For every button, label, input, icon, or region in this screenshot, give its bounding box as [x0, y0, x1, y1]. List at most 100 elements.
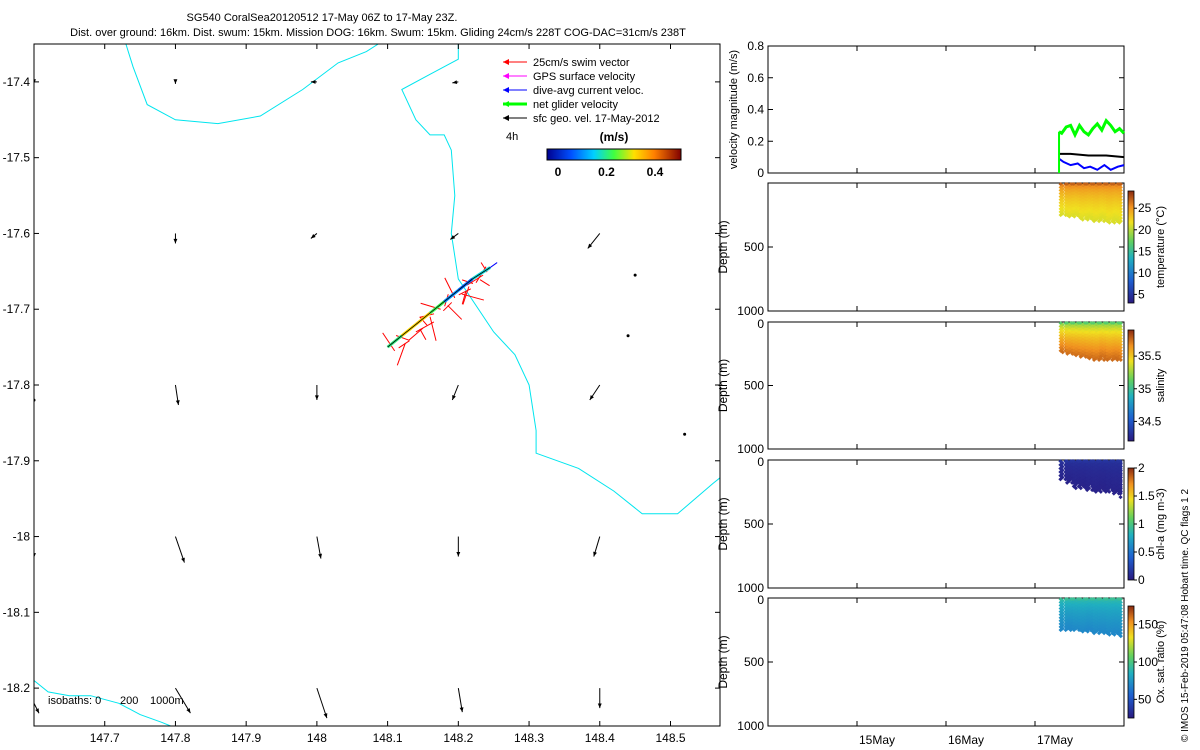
swim-vector [429, 316, 437, 341]
profile-sample [1118, 630, 1123, 636]
profile-sample [1118, 197, 1123, 202]
profile-sample [1118, 191, 1123, 196]
profile-sample [1113, 356, 1119, 361]
profile-sample [1118, 345, 1123, 350]
profile-sample [1118, 354, 1123, 359]
profile-sample [1085, 215, 1090, 221]
depth-ytick-label: 0 [757, 455, 764, 469]
profile-sample [1060, 350, 1065, 355]
map-xtick-label: 148.5 [655, 731, 685, 745]
colorbar [1127, 467, 1135, 581]
swim-vector [466, 274, 484, 286]
sfc-velocity-arrowhead [181, 557, 185, 563]
swim-vector [396, 343, 406, 366]
profile-sample [1078, 354, 1083, 359]
profile-sample [1118, 351, 1123, 356]
profile-sample [1118, 209, 1123, 215]
swim-vector [442, 302, 453, 312]
depth-ylabel: Depth (m) [716, 359, 730, 412]
colorbar-tick-label: 1 [1138, 517, 1145, 531]
depth-ytick-label: 500 [744, 240, 764, 254]
sfc-velocity-arrowhead [35, 708, 39, 714]
profile-sample [1098, 489, 1103, 494]
swim-vector [462, 286, 470, 305]
sfc-velocity-arrowhead [589, 395, 594, 400]
profile-sample [1087, 356, 1092, 361]
profile-sample [1118, 357, 1123, 362]
profile-sample [1096, 219, 1102, 224]
sfc-velocity-arrow [316, 687, 328, 719]
sfc-velocity-arrowhead [314, 395, 319, 400]
depth-ylabel: Depth (m) [716, 635, 730, 688]
profile-sample [1067, 626, 1072, 631]
profile-sample [1118, 194, 1123, 199]
legend-swatch-head [503, 73, 509, 79]
legend-entry: dive-avg current veloc. [533, 85, 644, 97]
map-ytick-label: -18.2 [3, 681, 31, 695]
profile-sample [1065, 351, 1070, 356]
sfc-velocity-arrowhead [318, 553, 322, 559]
sfc-velocity-arrowhead [587, 243, 593, 249]
depth-ytick-label: 1000 [737, 581, 764, 595]
profile-sample [1107, 220, 1112, 225]
profile-sample [1118, 477, 1123, 482]
map-xtick-label: 147.7 [90, 731, 120, 745]
swim-vector [479, 279, 490, 287]
legend-entry: 25cm/s swim vector [533, 57, 630, 69]
velocity-series-line [1059, 152, 1125, 159]
profile-sample [1105, 357, 1110, 362]
sfc-velocity-dot [683, 432, 687, 436]
profile-sample [1091, 630, 1097, 636]
profile-sample [1101, 219, 1107, 224]
profile-sample [1071, 212, 1077, 218]
profile-sample [1058, 627, 1063, 633]
sfc-velocity-arrowhead [173, 238, 178, 244]
profile-sample [1110, 357, 1115, 362]
profile-sample [1118, 212, 1123, 218]
swim-vector [382, 332, 396, 352]
profile-sample [1096, 630, 1102, 636]
isobath-level: 1000m [150, 695, 184, 707]
profile-sample [1098, 215, 1103, 221]
profile-sample [1118, 188, 1123, 193]
profile-sample [1118, 484, 1123, 489]
colorbar-tick-label: 150 [1138, 618, 1158, 632]
profile-sample [1118, 336, 1123, 341]
profile-sample [1118, 215, 1123, 221]
profile-sample [1113, 217, 1119, 222]
legend-entry: GPS surface velocity [533, 71, 636, 83]
sfc-velocity-arrowhead [452, 80, 458, 85]
legend-swatch-head [503, 101, 509, 107]
legend-entry: net glider velocity [533, 99, 618, 111]
profile-sample [1118, 206, 1123, 211]
profile-sample [1118, 348, 1123, 353]
profile-sample [1118, 597, 1123, 602]
profile-sample [1118, 333, 1123, 338]
colorbar-tick-label: 50 [1138, 692, 1152, 706]
colorbar-tick-label: 0 [555, 165, 562, 179]
profile-sample [1058, 477, 1063, 482]
figure-subtitle: Dist. over ground: 16km. Dist. swum: 15k… [70, 27, 686, 39]
profile-sample [1111, 630, 1117, 636]
day-tick-label: 17May [1037, 733, 1073, 747]
dac-vector [489, 262, 498, 268]
sfc-velocity-dot [626, 334, 630, 338]
profile-sample [1098, 354, 1103, 359]
depth-ytick-label: 1000 [737, 304, 764, 318]
profile-sample [1085, 487, 1090, 493]
profile-sample [1078, 486, 1083, 491]
profile-sample [1071, 627, 1077, 633]
map-xtick-label: 148.2 [443, 731, 473, 745]
profile-sample [1118, 342, 1123, 347]
profile-sample [1080, 217, 1085, 222]
velocity-ylabel: velocity magnitude (m/s) [728, 50, 740, 169]
speed-colorbar [546, 148, 682, 161]
sfc-velocity-arrowhead [459, 707, 464, 713]
map-xtick-label: 148.4 [585, 731, 615, 745]
day-tick-label: 16May [948, 733, 984, 747]
swim-vector [398, 340, 410, 349]
coastline-south [34, 680, 173, 726]
profile-sample [1085, 627, 1090, 633]
